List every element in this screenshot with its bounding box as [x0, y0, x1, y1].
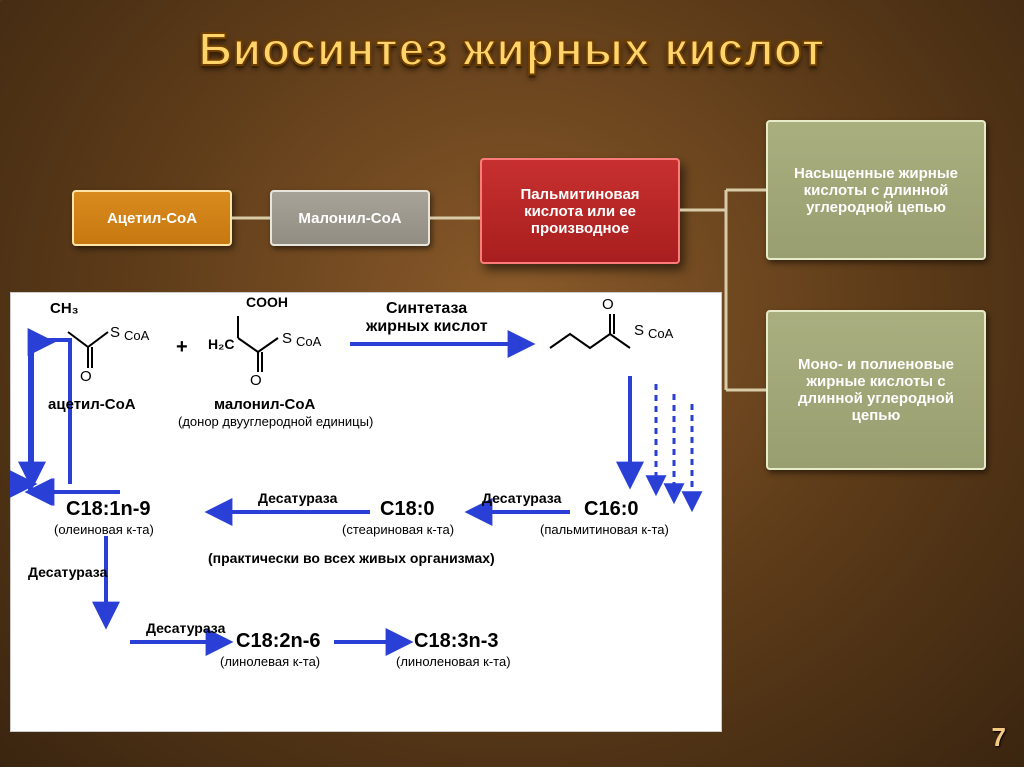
- lbl-donor1: (донор двууглеродной единицы): [178, 414, 373, 429]
- box-saturated: Насыщенные жирные кислоты с длинной угле…: [766, 120, 986, 260]
- lbl-c16: C16:0: [584, 498, 638, 521]
- lbl-coa3: CoA: [648, 326, 673, 341]
- lbl-o1: O: [80, 368, 92, 385]
- box-acetyl: Ацетил-СоА: [72, 190, 232, 246]
- lbl-c18: C18:0: [380, 498, 434, 521]
- lbl-c181n: (олеиновая к-та): [54, 522, 154, 537]
- lbl-synth1: Синтетаза: [386, 300, 467, 318]
- lbl-acet: ацетил-СоА: [48, 396, 136, 413]
- slide-title: Биосинтез жирных кислот: [0, 22, 1024, 76]
- lbl-o3: O: [602, 296, 614, 313]
- lbl-c16n: (пальмитиновая к-та): [540, 522, 669, 537]
- lbl-cooh: COOH: [246, 294, 288, 310]
- lbl-allorg: (практически во всех живых организмах): [208, 550, 495, 566]
- lbl-des4: Десатураза: [146, 620, 225, 636]
- lbl-c183: C18:3n-3: [414, 630, 498, 653]
- slide-number: 7: [992, 722, 1006, 753]
- lbl-coa2: CoA: [296, 334, 321, 349]
- lbl-des2: Десатураза: [258, 490, 337, 506]
- lbl-s3: S: [634, 322, 644, 339]
- lbl-coa1: CoA: [124, 328, 149, 343]
- box-palmitic: Пальмитиновая кислота или ее производное: [480, 158, 680, 264]
- lbl-des3: Десатураза: [28, 564, 107, 580]
- lbl-c183n: (линоленовая к-та): [396, 654, 511, 669]
- lbl-ch3: CH₃: [50, 300, 79, 317]
- box-unsaturated: Моно- и полиеновые жирные кислоты с длин…: [766, 310, 986, 470]
- lbl-c18n: (стеариновая к-та): [342, 522, 454, 537]
- lbl-s1: S: [110, 324, 120, 341]
- lbl-c181: C18:1n-9: [66, 498, 150, 521]
- lbl-h2c: H₂C: [208, 336, 234, 352]
- lbl-c182: C18:2n-6: [236, 630, 320, 653]
- reaction-schema: CH₃ S CoA O + COOH H₂C S CoA O S CoA O С…: [10, 292, 722, 732]
- lbl-synth2: жирных кислот: [366, 318, 488, 336]
- lbl-c182n: (линолевая к-та): [220, 654, 320, 669]
- lbl-malo: малонил-СоА: [214, 396, 315, 413]
- lbl-plus: +: [176, 336, 188, 359]
- lbl-s2: S: [282, 330, 292, 347]
- lbl-o2: O: [250, 372, 262, 389]
- box-malonyl: Малонил-СоА: [270, 190, 430, 246]
- lbl-des1: Десатураза: [482, 490, 561, 506]
